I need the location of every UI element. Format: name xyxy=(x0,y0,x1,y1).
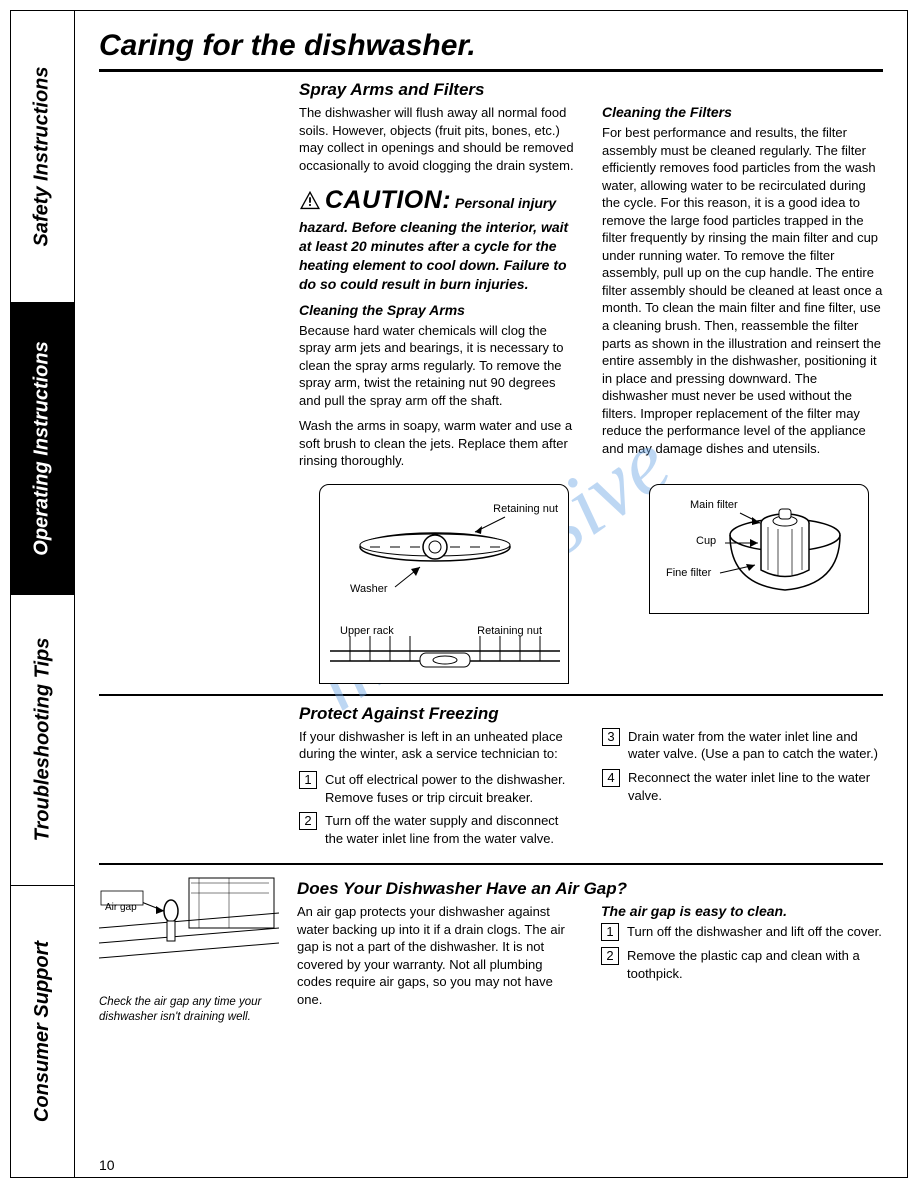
item-text: Cut off electrical power to the dishwash… xyxy=(325,771,580,806)
number-box: 4 xyxy=(602,769,620,787)
right-column: The air gap is easy to clean. 1 Turn off … xyxy=(601,903,883,1016)
section-heading: Spray Arms and Filters xyxy=(299,80,883,100)
body-text: Because hard water chemicals will clog t… xyxy=(299,322,580,410)
body-text: If your dishwasher is left in an unheate… xyxy=(299,728,580,763)
tab-label: Consumer Support xyxy=(31,941,54,1122)
content-area: manualsive Caring for the dishwasher. Sp… xyxy=(75,11,907,1177)
tab-consumer-support: Consumer Support xyxy=(11,886,74,1177)
diagram-label: Air gap xyxy=(105,902,137,913)
left-column: An air gap protects your dishwasher agai… xyxy=(297,903,579,1016)
warning-icon xyxy=(299,190,321,210)
spray-arm-diagram: Retaining nut Washer xyxy=(319,484,569,684)
sub-heading: The air gap is easy to clean. xyxy=(601,903,883,919)
divider xyxy=(99,69,883,72)
two-column-layout: If your dishwasher is left in an unheate… xyxy=(299,728,883,853)
caution-block: CAUTION: Personal injury hazard. Before … xyxy=(299,184,580,293)
number-box: 1 xyxy=(299,771,317,789)
sidebar: Safety Instructions Operating Instructio… xyxy=(11,11,75,1177)
sub-heading: Cleaning the Spray Arms xyxy=(299,302,580,318)
caution-word: CAUTION: xyxy=(325,186,451,214)
section-spray-arms: Spray Arms and Filters The dishwasher wi… xyxy=(299,80,883,684)
item-text: Drain water from the water inlet line an… xyxy=(628,728,883,763)
intro-text: The dishwasher will flush away all norma… xyxy=(299,104,580,174)
page-number: 10 xyxy=(99,1157,115,1173)
number-box: 2 xyxy=(601,947,619,965)
sub-heading: Cleaning the Filters xyxy=(602,104,883,120)
tab-safety: Safety Instructions xyxy=(11,11,74,303)
two-column-layout: An air gap protects your dishwasher agai… xyxy=(297,903,883,1016)
right-column: Cleaning the Filters For best performanc… xyxy=(602,104,883,478)
item-text: Turn off the dishwasher and lift off the… xyxy=(627,923,882,941)
airgap-content: Does Your Dishwasher Have an Air Gap? An… xyxy=(297,873,883,1025)
body-text: For best performance and results, the fi… xyxy=(602,124,883,457)
tab-label: Safety Instructions xyxy=(31,66,54,246)
diagram-label: Retaining nut xyxy=(493,503,558,515)
numbered-item: 4 Reconnect the water inlet line to the w… xyxy=(602,769,883,804)
divider xyxy=(99,863,883,865)
numbered-item: 2 Remove the plastic cap and clean with a… xyxy=(601,947,883,982)
tab-label: Troubleshooting Tips xyxy=(31,638,54,842)
body-text: Wash the arms in soapy, warm water and u… xyxy=(299,417,580,470)
right-column: 3 Drain water from the water inlet line a… xyxy=(602,728,883,853)
tab-troubleshooting: Troubleshooting Tips xyxy=(11,595,74,887)
caution-content: CAUTION: Personal injury hazard. Before … xyxy=(299,184,580,293)
number-box: 2 xyxy=(299,812,317,830)
page-title: Caring for the dishwasher. xyxy=(99,29,883,63)
numbered-item: 3 Drain water from the water inlet line a… xyxy=(602,728,883,763)
numbered-item: 2 Turn off the water supply and disconnec… xyxy=(299,812,580,847)
number-box: 1 xyxy=(601,923,619,941)
diagram-label: Main filter xyxy=(690,499,738,511)
filter-diagram: Main filter Cup Fine filter xyxy=(649,484,869,614)
diagram-label: Retaining nut xyxy=(477,625,542,637)
two-column-layout: The dishwasher will flush away all norma… xyxy=(299,104,883,478)
divider xyxy=(99,694,883,696)
diagram-row: Retaining nut Washer xyxy=(319,484,883,684)
number-box: 3 xyxy=(602,728,620,746)
section-heading: Protect Against Freezing xyxy=(299,704,883,724)
item-text: Remove the plastic cap and clean with a … xyxy=(627,947,883,982)
body-text: An air gap protects your dishwasher agai… xyxy=(297,903,579,1008)
tab-operating: Operating Instructions xyxy=(11,303,74,595)
diagram-label: Washer xyxy=(350,583,388,595)
airgap-illustration xyxy=(99,873,279,968)
airgap-figure: Air gap Check the air gap any time your … xyxy=(99,873,279,1025)
section-freezing: Protect Against Freezing If your dishwas… xyxy=(299,704,883,853)
section-airgap: Air gap Check the air gap any time your … xyxy=(99,873,883,1025)
page: Safety Instructions Operating Instructio… xyxy=(10,10,908,1178)
diagram-label: Cup xyxy=(696,535,716,547)
left-column: The dishwasher will flush away all norma… xyxy=(299,104,580,478)
numbered-item: 1 Turn off the dishwasher and lift off th… xyxy=(601,923,883,941)
item-text: Turn off the water supply and disconnect… xyxy=(325,812,580,847)
section-heading: Does Your Dishwasher Have an Air Gap? xyxy=(297,879,883,899)
diagram-label: Fine filter xyxy=(666,567,711,579)
figure-caption: Check the air gap any time your dishwash… xyxy=(99,995,279,1025)
numbered-item: 1 Cut off electrical power to the dishwas… xyxy=(299,771,580,806)
item-text: Reconnect the water inlet line to the wa… xyxy=(628,769,883,804)
left-column: If your dishwasher is left in an unheate… xyxy=(299,728,580,853)
spray-arm-diagrams: Retaining nut Washer xyxy=(319,484,569,684)
tab-label: Operating Instructions xyxy=(31,341,54,555)
diagram-label: Upper rack xyxy=(340,625,394,637)
